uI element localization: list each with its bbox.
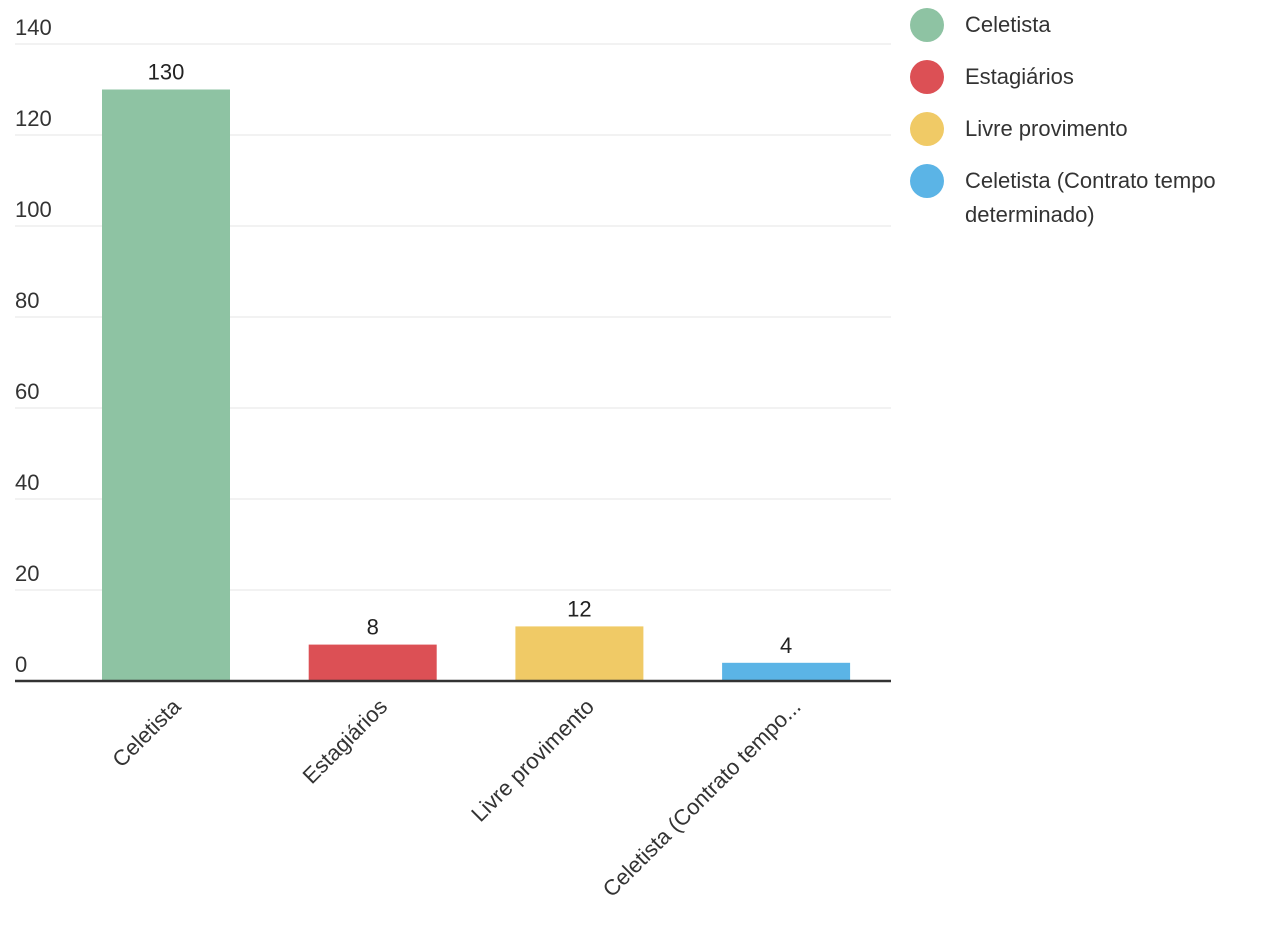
- x-tick-label: Celetista (Contrato tempo...: [598, 694, 806, 902]
- data-label: 12: [567, 596, 591, 621]
- bar-chart: 0 20 40 60 80 100 120 140 130 Celetista 8 Estagiári…: [15, 15, 891, 902]
- legend-item-celetista[interactable]: Celetista: [910, 8, 1267, 42]
- legend-label: Livre provimento: [965, 116, 1128, 141]
- data-label: 8: [367, 615, 379, 640]
- x-tick-label: Celetista: [107, 693, 186, 772]
- bar: [308, 644, 437, 681]
- chart-legend: Celetista Estagiários Livre provimento C…: [910, 8, 1267, 250]
- data-label: 4: [780, 633, 792, 658]
- y-tick-label: 120: [15, 106, 52, 131]
- y-tick-label: 100: [15, 197, 52, 222]
- legend-swatch: [910, 60, 944, 94]
- y-tick-label: 60: [15, 379, 39, 404]
- x-tick-label: Livre provimento: [466, 694, 599, 827]
- legend-item-celetista-contrato[interactable]: Celetista (Contrato tempo determinado): [910, 164, 1267, 232]
- y-tick-label: 140: [15, 15, 52, 40]
- x-tick-label: Estagiários: [298, 694, 393, 789]
- legend-swatch: [910, 164, 944, 198]
- bar: [722, 662, 851, 681]
- y-tick-label: 80: [15, 288, 39, 313]
- legend-label: Estagiários: [965, 64, 1074, 89]
- legend-label: Celetista: [965, 12, 1051, 37]
- legend-label: Celetista (Contrato tempo determinado): [965, 168, 1216, 227]
- bar: [102, 89, 230, 681]
- y-tick-label: 40: [15, 470, 39, 495]
- legend-swatch: [910, 112, 944, 146]
- bar: [515, 626, 644, 681]
- legend-item-livre-provimento[interactable]: Livre provimento: [910, 112, 1267, 146]
- y-tick-label: 20: [15, 561, 39, 586]
- legend-item-estagiarios[interactable]: Estagiários: [910, 60, 1267, 94]
- y-tick-label: 0: [15, 652, 27, 677]
- data-label: 130: [148, 60, 185, 85]
- legend-swatch: [910, 8, 944, 42]
